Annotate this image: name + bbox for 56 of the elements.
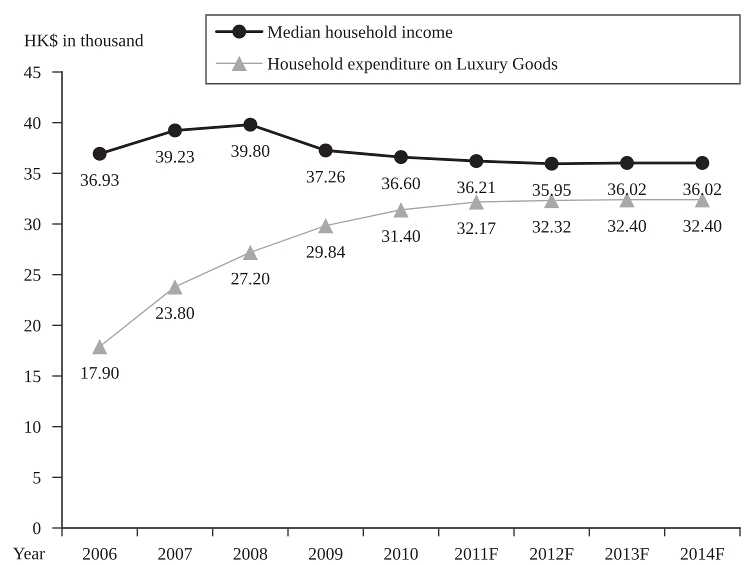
x-tick-label: 2006: [82, 548, 117, 560]
y-tick-label: 40: [24, 117, 40, 129]
data-label: 39.23: [156, 150, 194, 163]
y-tick-label: 45: [24, 66, 40, 78]
data-label: 36.21: [457, 181, 495, 194]
x-tick-label: 2014F: [680, 548, 724, 560]
legend-label: Median household income: [268, 26, 452, 38]
y-tick-label: 5: [33, 472, 40, 484]
data-label: 39.80: [231, 145, 270, 157]
data-label: 36.60: [382, 177, 420, 190]
data-label: 36.02: [683, 183, 722, 196]
data-label: 36.02: [608, 183, 646, 196]
data-label: 17.90: [82, 366, 119, 379]
point: [393, 202, 409, 218]
point: [318, 218, 334, 234]
x-tick-label: 2013F: [605, 548, 649, 560]
point: [318, 143, 333, 158]
data-label: 37.26: [306, 170, 345, 183]
y-tick-label: 10: [25, 421, 40, 433]
data-label: 32.17: [457, 222, 496, 234]
y-tick-label: 15: [25, 370, 40, 382]
data-label: 32.40: [608, 220, 646, 232]
point: [92, 146, 107, 161]
y-tick-label: 30: [24, 218, 40, 230]
x-tick-label: 2008: [234, 548, 268, 560]
point: [92, 338, 108, 354]
data-label: 27.20: [231, 272, 270, 285]
data-label: 31.40: [382, 230, 420, 242]
point: [620, 156, 634, 170]
point: [167, 279, 183, 294]
y-tick-label: 25: [24, 269, 40, 281]
point: [695, 156, 710, 170]
data-label: 35.95: [532, 184, 571, 196]
data-label: 23.80: [156, 307, 194, 320]
data-label: 32.40: [683, 220, 722, 232]
point: [544, 156, 559, 171]
y-tick-label: 35: [24, 168, 40, 180]
x-tick-label: 2012F: [530, 548, 574, 560]
point: [168, 124, 182, 138]
y-tick-label: 20: [24, 320, 40, 332]
point: [394, 150, 408, 164]
x-tick-label: 2007: [158, 548, 192, 560]
y-axis-title: HK$ in thousand: [24, 34, 144, 48]
point: [469, 154, 484, 168]
point: [242, 244, 258, 260]
data-label: 36.93: [80, 174, 119, 186]
x-tick-label: 2009: [308, 548, 342, 560]
point: [243, 118, 258, 132]
y-tick-label: 0: [33, 522, 40, 534]
x-tick-label: 2010: [384, 548, 418, 560]
legend-label: Household expenditure on Luxury Goods: [268, 57, 558, 74]
data-label: 32.32: [532, 220, 570, 233]
point: [468, 194, 484, 210]
data-label: 29.84: [306, 246, 346, 258]
x-axis-title: Year: [12, 548, 45, 560]
x-tick-label: 2011F: [455, 548, 498, 560]
